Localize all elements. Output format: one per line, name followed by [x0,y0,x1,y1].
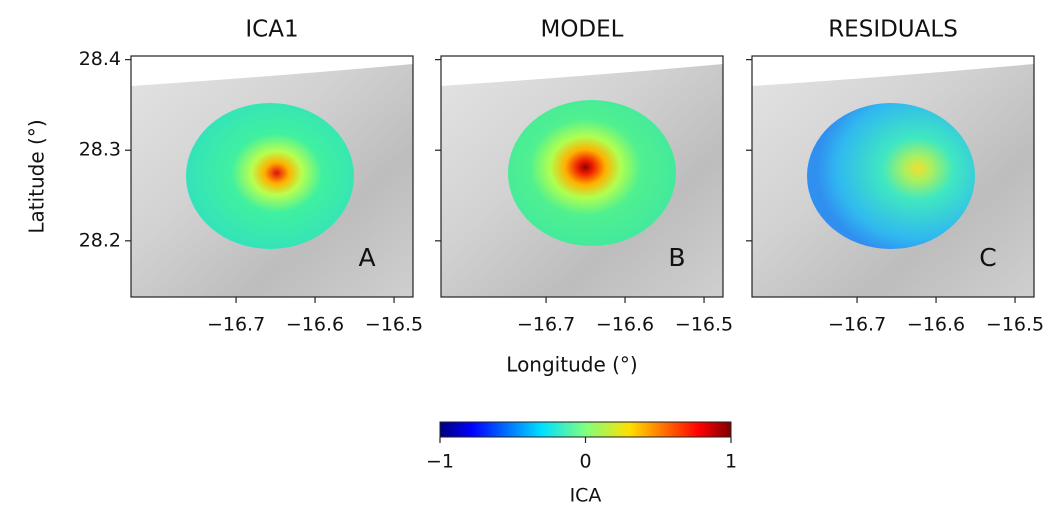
sea [131,56,413,86]
panel-title: MODEL [540,17,623,43]
y-axis-label: Latitude (°) [25,119,49,233]
panel-label: A [358,243,375,272]
x-tick-label: −16.5 [675,314,733,336]
x-tick-label: −16.7 [207,314,265,336]
ica-disk [186,103,354,249]
x-tick-label: −16.6 [596,314,654,336]
panel-label: C [979,243,996,272]
y-tick-label: 28.2 [79,229,121,251]
x-tick-label: −16.7 [517,314,575,336]
panel-label: B [668,243,685,272]
y-tick-label: 28.3 [79,139,121,161]
axes-frame [440,55,724,298]
x-tick-label: −16.7 [828,314,886,336]
colorbar-tick-label: 0 [579,451,591,473]
ica-disk [508,100,676,246]
sea [752,56,1034,86]
axes-frame [751,55,1035,298]
colorbar-tick-label: −1 [426,451,454,473]
x-tick-label: −16.5 [986,314,1044,336]
colorbar-label: ICA [570,485,602,507]
colorbar [439,421,732,438]
panel-title: ICA1 [245,17,298,43]
y-tick-label: 28.4 [79,48,121,70]
ica-disk [807,103,975,249]
x-tick-label: −16.6 [286,314,344,336]
panel-title: RESIDUALS [828,17,958,43]
x-tick-label: −16.5 [365,314,423,336]
axes-frame [130,55,414,298]
sea [441,56,723,86]
colorbar-tick-label: 1 [725,451,737,473]
x-tick-label: −16.6 [907,314,965,336]
x-axis-label: Longitude (°) [506,353,637,377]
